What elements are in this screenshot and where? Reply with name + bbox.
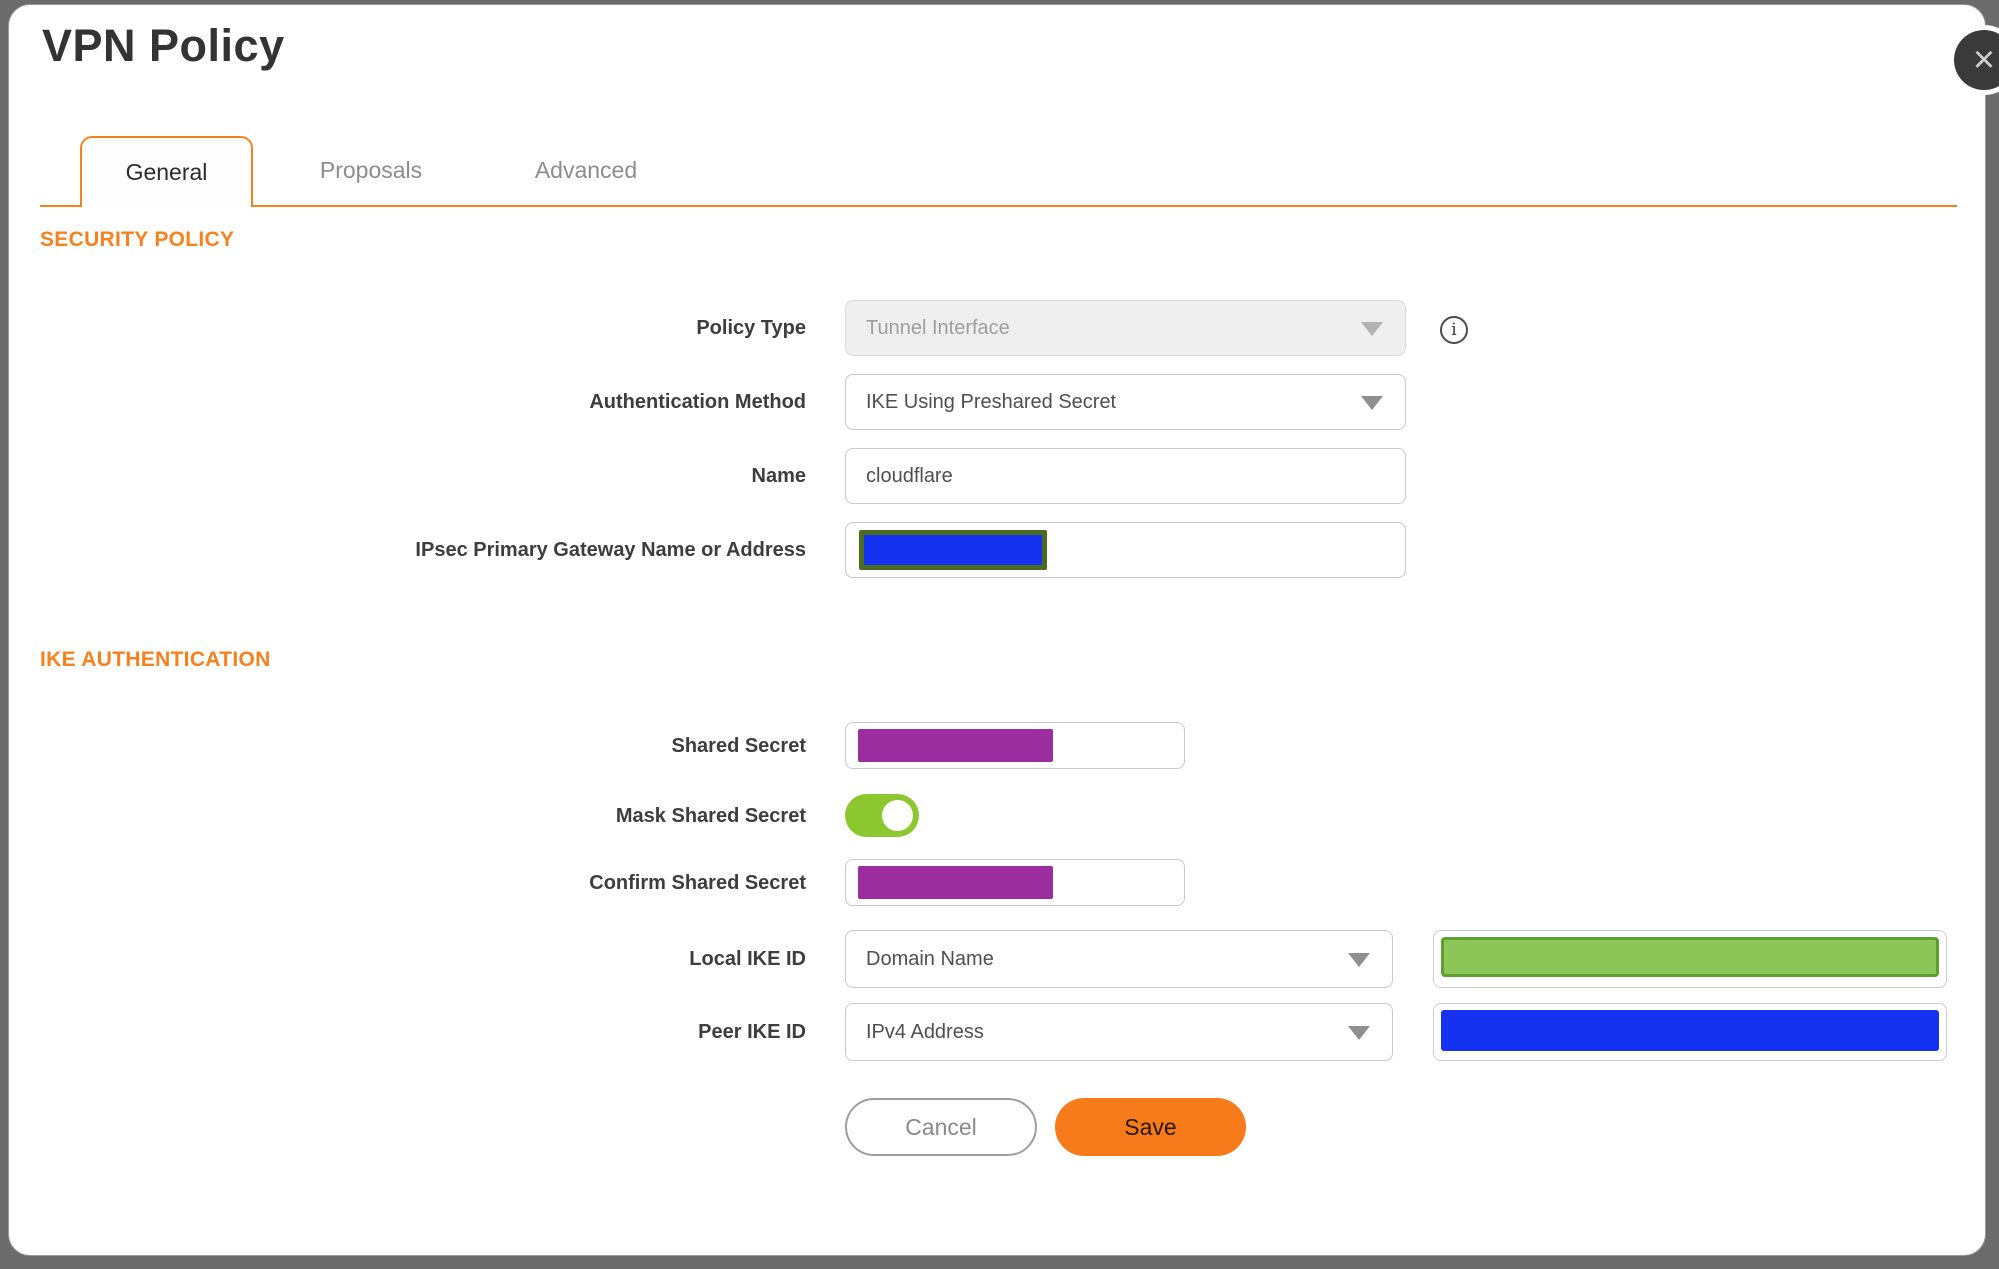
local-ike-id-type: Domain Name bbox=[866, 947, 994, 970]
shared-secret-label: Shared Secret bbox=[671, 735, 806, 757]
shared-secret-input[interactable] bbox=[845, 722, 1185, 769]
confirm-shared-secret-input[interactable] bbox=[845, 859, 1185, 906]
peer-ike-id-type: IPv4 Address bbox=[866, 1020, 984, 1043]
local-ike-id-select[interactable]: Domain Name bbox=[845, 930, 1393, 988]
section-security-policy: SECURITY POLICY bbox=[40, 228, 235, 251]
tab-general-label: General bbox=[125, 159, 208, 185]
save-button-label: Save bbox=[1124, 1113, 1177, 1140]
mask-shared-secret-label: Mask Shared Secret bbox=[615, 805, 806, 827]
confirm-shared-secret-redaction bbox=[858, 866, 1053, 899]
peer-ike-id-label: Peer IKE ID bbox=[698, 1021, 806, 1043]
gateway-input[interactable] bbox=[845, 522, 1406, 578]
local-ike-id-redaction bbox=[1441, 937, 1939, 977]
chevron-down-icon bbox=[1361, 396, 1383, 410]
tab-advanced[interactable]: Advanced bbox=[510, 136, 662, 205]
peer-ike-id-input[interactable] bbox=[1433, 1003, 1947, 1061]
toggle-knob bbox=[882, 800, 913, 831]
info-icon[interactable]: i bbox=[1440, 316, 1468, 344]
section-ike-authentication: IKE AUTHENTICATION bbox=[40, 648, 271, 671]
peer-ike-id-redaction bbox=[1441, 1010, 1939, 1051]
local-ike-id-label: Local IKE ID bbox=[689, 948, 806, 970]
tab-proposals-label: Proposals bbox=[319, 157, 423, 183]
cancel-button-label: Cancel bbox=[905, 1113, 977, 1140]
gateway-redaction bbox=[859, 530, 1047, 570]
close-icon: × bbox=[1972, 39, 1996, 81]
auth-method-select[interactable]: IKE Using Preshared Secret bbox=[845, 374, 1406, 430]
policy-type-select[interactable]: Tunnel Interface bbox=[845, 300, 1406, 356]
policy-type-value: Tunnel Interface bbox=[866, 316, 1010, 339]
mask-shared-secret-toggle[interactable] bbox=[845, 794, 919, 837]
save-button[interactable]: Save bbox=[1055, 1098, 1246, 1156]
tab-advanced-label: Advanced bbox=[534, 157, 638, 183]
auth-method-label: Authentication Method bbox=[589, 391, 806, 413]
close-button[interactable]: × bbox=[1954, 30, 1999, 90]
auth-method-value: IKE Using Preshared Secret bbox=[866, 390, 1117, 413]
peer-ike-id-select[interactable]: IPv4 Address bbox=[845, 1003, 1393, 1061]
tab-general[interactable]: General bbox=[80, 136, 253, 207]
policy-type-label: Policy Type bbox=[696, 317, 806, 339]
name-input[interactable]: cloudflare bbox=[845, 448, 1406, 504]
name-label: Name bbox=[751, 465, 806, 487]
chevron-down-icon bbox=[1348, 1026, 1370, 1040]
cancel-button[interactable]: Cancel bbox=[845, 1098, 1037, 1156]
chevron-down-icon bbox=[1348, 953, 1370, 967]
chevron-down-icon bbox=[1361, 322, 1383, 336]
name-value: cloudflare bbox=[866, 464, 953, 487]
tab-underline bbox=[40, 205, 1957, 207]
page-title: VPN Policy bbox=[42, 20, 285, 71]
shared-secret-redaction bbox=[858, 729, 1053, 762]
gateway-label: IPsec Primary Gateway Name or Address bbox=[415, 539, 806, 561]
local-ike-id-input[interactable] bbox=[1433, 930, 1947, 988]
confirm-shared-secret-label: Confirm Shared Secret bbox=[589, 872, 806, 894]
tab-proposals[interactable]: Proposals bbox=[295, 136, 447, 205]
